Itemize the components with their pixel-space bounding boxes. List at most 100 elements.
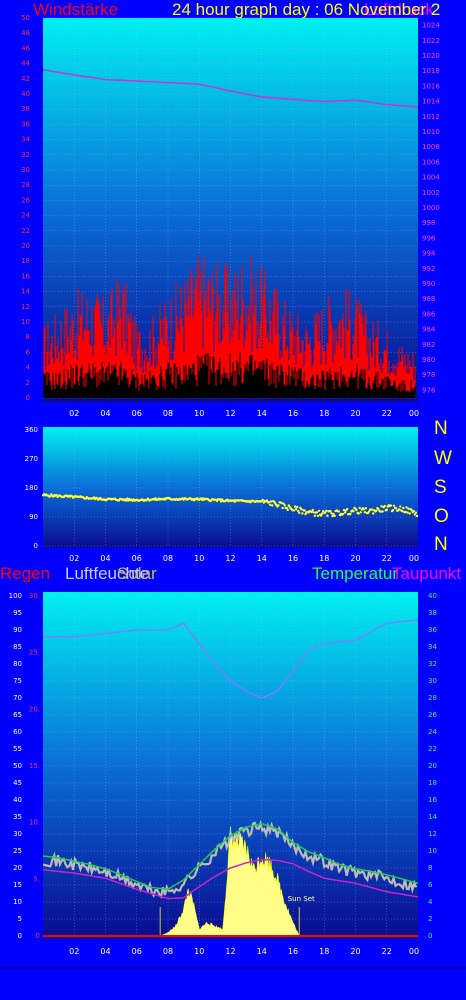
direction-point bbox=[377, 507, 380, 511]
panel1-ytick-left: 4 bbox=[26, 364, 31, 372]
panel3-ytick-temp: 8 bbox=[428, 864, 432, 872]
direction-point bbox=[215, 499, 219, 503]
panel3-ytick-temp: 16 bbox=[428, 796, 437, 804]
direction-point bbox=[399, 505, 402, 508]
panel3-ytick-pct: 55 bbox=[13, 745, 22, 753]
direction-point bbox=[392, 504, 396, 507]
panel3-ytick-pct: 5 bbox=[18, 915, 22, 923]
panel3-ytick-temp: 10 bbox=[428, 847, 437, 855]
panel1-ytick-left: 10 bbox=[21, 318, 30, 326]
panel3-xtick: 04 bbox=[100, 947, 110, 956]
direction-point bbox=[301, 512, 304, 515]
direction-point bbox=[394, 507, 398, 510]
panel1-ytick-left: 6 bbox=[26, 348, 31, 356]
direction-point bbox=[404, 510, 407, 514]
panel3-ytick-pct: 40 bbox=[13, 796, 22, 804]
direction-point bbox=[277, 504, 280, 507]
panel1-ytick-right: 978 bbox=[422, 371, 435, 379]
compass-n-top: N bbox=[434, 418, 448, 439]
direction-point bbox=[367, 510, 371, 513]
panel1-ytick-left: 20 bbox=[21, 242, 30, 250]
direction-point bbox=[126, 497, 129, 500]
panel1-xtick: 22 bbox=[382, 409, 392, 418]
panel1-xtick: 10 bbox=[194, 409, 204, 418]
panel3-ytick-pct: 80 bbox=[13, 660, 22, 668]
dewpoint-line bbox=[42, 858, 419, 900]
panel1-xtick: 04 bbox=[100, 409, 110, 418]
panel1-ytick-right: 990 bbox=[422, 280, 435, 288]
panel3-xtick: 20 bbox=[350, 947, 360, 956]
panel3-xtick: 14 bbox=[257, 947, 267, 956]
direction-point bbox=[261, 498, 264, 502]
panel2-ytick: 0 bbox=[34, 542, 38, 550]
direction-point bbox=[408, 512, 411, 515]
panel1-ytick-left: 18 bbox=[21, 257, 30, 265]
panel3-ytick-rain: 30. bbox=[29, 592, 40, 600]
panel3-xtick: 02 bbox=[69, 947, 79, 956]
direction-point bbox=[372, 512, 375, 515]
panel1-ytick-right: 988 bbox=[422, 295, 435, 303]
direction-point bbox=[55, 493, 58, 497]
panel1-ytick-right: 1006 bbox=[422, 158, 440, 166]
panel1-xtick: 00 bbox=[409, 409, 419, 418]
panel3-ytick-rain: 20. bbox=[29, 705, 40, 713]
panel2-xtick: 14 bbox=[257, 554, 267, 563]
direction-point bbox=[292, 509, 296, 512]
direction-point bbox=[330, 512, 333, 515]
panel2-xtick: 18 bbox=[319, 554, 329, 563]
panel3-ytick-pct: 85 bbox=[13, 643, 22, 651]
legend-temperatur: Temperatur bbox=[312, 564, 398, 583]
panel1-ytick-right: 1002 bbox=[422, 189, 440, 197]
panel3-ytick-pct: 20 bbox=[13, 864, 22, 872]
direction-point bbox=[267, 500, 271, 504]
panel2-xtick: 22 bbox=[382, 554, 392, 563]
direction-point bbox=[358, 506, 361, 510]
direction-point bbox=[329, 510, 332, 513]
direction-point bbox=[402, 506, 405, 510]
panel3-ytick-temp: 28 bbox=[428, 694, 437, 702]
direction-point bbox=[357, 512, 360, 515]
panel3-ytick-pct: 15 bbox=[13, 881, 22, 889]
direction-point bbox=[315, 511, 319, 514]
panel1-ytick-right: 1014 bbox=[422, 98, 440, 106]
direction-point bbox=[379, 510, 382, 513]
direction-point bbox=[283, 504, 286, 507]
panel1-ytick-right: 998 bbox=[422, 219, 435, 227]
direction-point bbox=[269, 500, 273, 503]
panel1-ytick-left: 24 bbox=[21, 212, 30, 220]
panel3-ytick-temp: 4 bbox=[428, 898, 433, 906]
direction-point bbox=[333, 514, 336, 518]
direction-point bbox=[359, 511, 362, 514]
panel3-ytick-rain: 15. bbox=[29, 762, 40, 770]
panel1-ytick-left: 0 bbox=[26, 394, 30, 402]
panel3-ytick-pct: 100 bbox=[9, 592, 22, 600]
panel1-xtick: 08 bbox=[163, 409, 173, 418]
panel1-xtick: 16 bbox=[288, 409, 298, 418]
panel1-ytick-right: 982 bbox=[422, 341, 435, 349]
panel1-xtick: 12 bbox=[225, 409, 235, 418]
panel1-ytick-left: 38 bbox=[21, 105, 30, 113]
panel1-ytick-left: 14 bbox=[21, 288, 30, 296]
panel2-xtick: 02 bbox=[69, 554, 79, 563]
panel1-ytick-left: 32 bbox=[21, 151, 30, 159]
panel1-ytick-left: 50 bbox=[21, 14, 30, 22]
panel1-ytick-right: 980 bbox=[422, 356, 435, 364]
panel1-ytick-left: 42 bbox=[21, 75, 30, 83]
panel1-ytick-right: 1008 bbox=[422, 143, 440, 151]
direction-point bbox=[331, 514, 334, 518]
panel3-ytick-temp: 12 bbox=[428, 830, 437, 838]
direction-point bbox=[332, 512, 335, 516]
panel3-ytick-temp: 32 bbox=[428, 660, 437, 668]
panel1-ytick-left: 34 bbox=[21, 136, 30, 144]
direction-point bbox=[375, 509, 378, 512]
panel3-ytick-pct: 30 bbox=[13, 830, 22, 838]
direction-point bbox=[398, 508, 401, 511]
panel3-xtick: 06 bbox=[132, 947, 142, 956]
direction-point bbox=[49, 495, 52, 498]
direction-point bbox=[381, 510, 384, 513]
direction-point bbox=[219, 500, 223, 503]
panel3-ytick-temp: 30 bbox=[428, 677, 437, 685]
panel1-ytick-right: 1000 bbox=[422, 204, 440, 212]
direction-point bbox=[364, 507, 368, 510]
panel2-ytick: 270 bbox=[25, 455, 38, 463]
